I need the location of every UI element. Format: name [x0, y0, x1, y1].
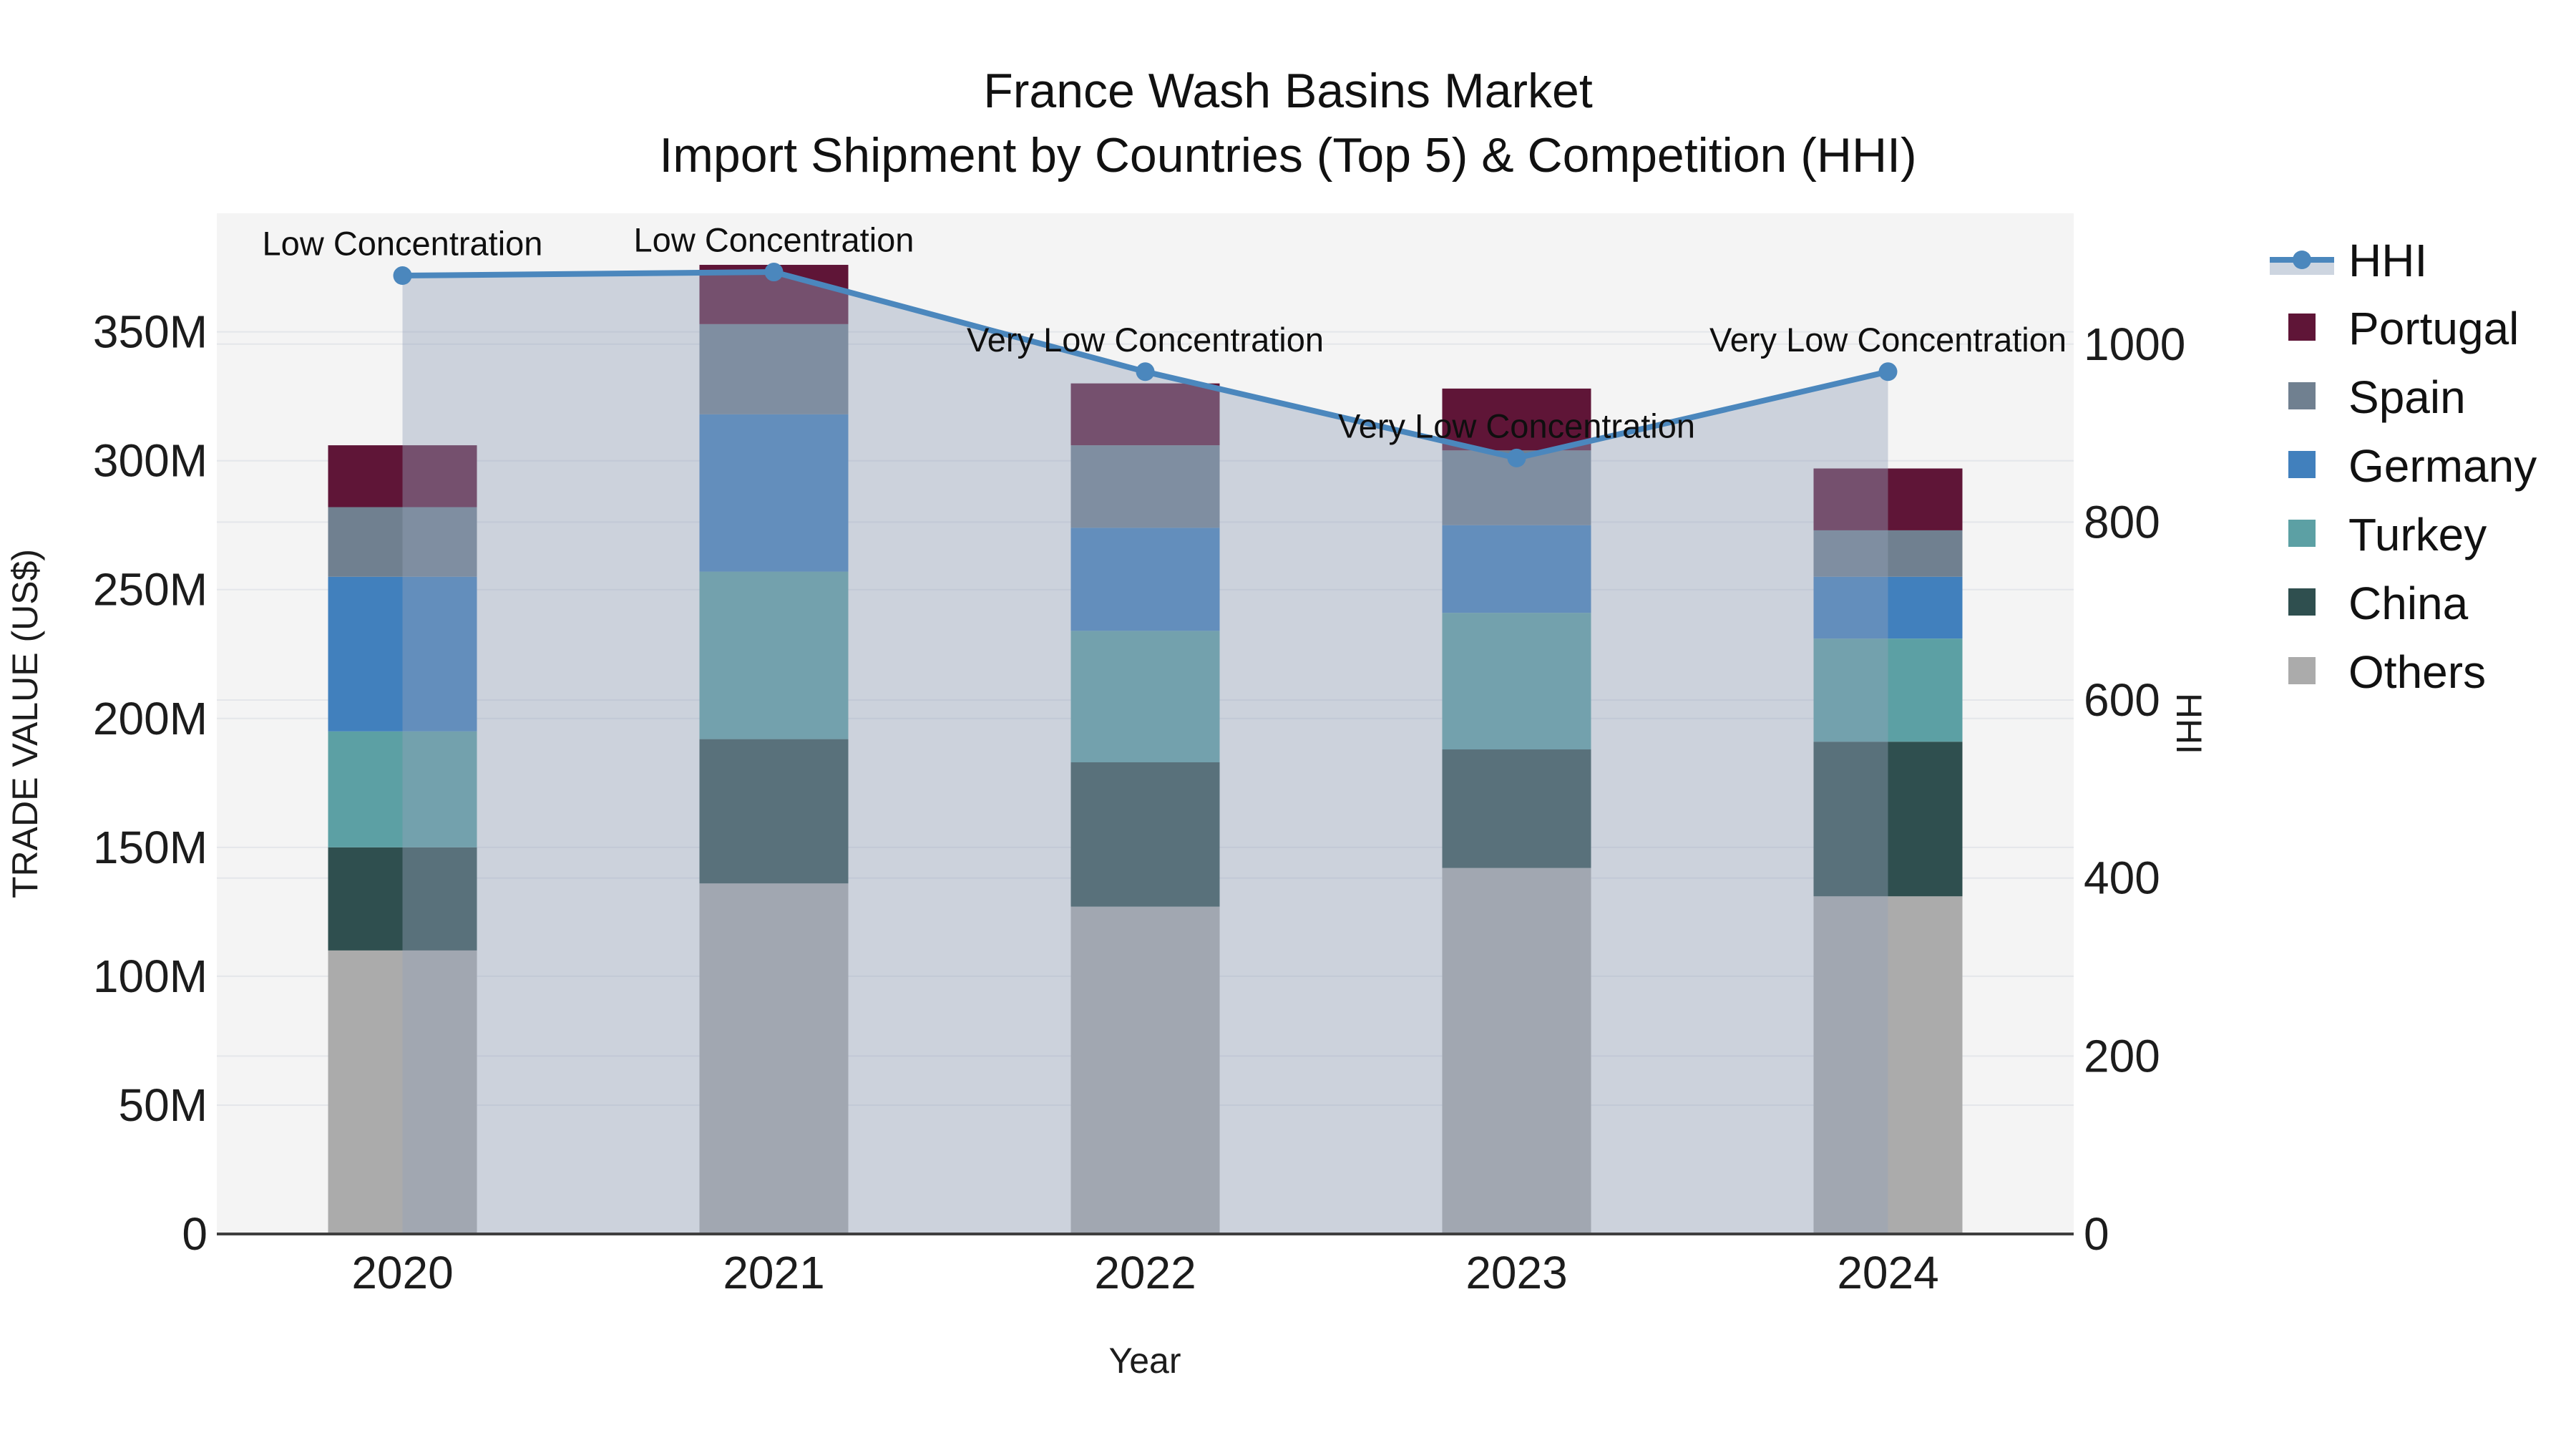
bar-segment-2020-others[interactable]	[328, 950, 477, 1234]
legend-swatch-turkey	[2288, 520, 2316, 547]
bar-segment-2022-china[interactable]	[1070, 762, 1220, 907]
y-right-tick-400: 400	[2084, 852, 2160, 904]
bar-segment-2023-china[interactable]	[1442, 749, 1591, 868]
hhi-marker-2023[interactable]	[1507, 448, 1526, 467]
y-left-tick-250M: 250M	[93, 564, 208, 616]
legend-label-others: Others	[2348, 646, 2486, 698]
hhi-marker-2024[interactable]	[1878, 362, 1898, 382]
y-left-tick-350M: 350M	[93, 306, 208, 358]
legend-hhi-marker-icon	[2293, 251, 2311, 269]
chart-title-line2: Import Shipment by Countries (Top 5) & C…	[659, 128, 1916, 183]
legend-label-hhi: HHI	[2348, 235, 2427, 286]
hhi-marker-2021[interactable]	[764, 263, 784, 282]
hhi-marker-2022[interactable]	[1136, 362, 1155, 382]
x-tick-2020: 2020	[351, 1247, 453, 1298]
bar-segment-2024-china[interactable]	[1813, 742, 1963, 897]
bar-segment-2024-turkey[interactable]	[1813, 638, 1963, 742]
x-tick-2021: 2021	[723, 1247, 824, 1298]
legend-label-germany: Germany	[2348, 440, 2537, 492]
y-right-tick-200: 200	[2084, 1030, 2160, 1082]
bar-segment-2023-portugal[interactable]	[1442, 388, 1591, 451]
y-right-tick-800: 800	[2084, 496, 2160, 548]
bar-segment-2024-spain[interactable]	[1813, 530, 1963, 577]
legend-item-germany[interactable]: Germany	[2288, 440, 2537, 492]
bar-segment-2022-others[interactable]	[1070, 906, 1220, 1234]
legend-label-china: China	[2348, 578, 2469, 629]
annotation-2023: Very Low Concentration	[1338, 407, 1695, 444]
bar-segment-2021-turkey[interactable]	[699, 571, 849, 739]
bar-segment-2024-portugal[interactable]	[1813, 468, 1963, 530]
annotation-2024: Very Low Concentration	[1709, 321, 2067, 359]
legend-item-spain[interactable]: Spain	[2288, 371, 2466, 423]
annotations-group: Low Concentration Low Concentration Very L…	[263, 221, 2067, 445]
tick-labels-group: 0 50M 100M 150M 200M 250M 300M 350M 0 200 400 600 80…	[93, 306, 2185, 1298]
legend-item-portugal[interactable]: Portugal	[2288, 303, 2519, 354]
bar-segment-2021-germany[interactable]	[699, 414, 849, 572]
y-right-tick-1000: 1000	[2084, 319, 2185, 370]
bar-segment-2022-germany[interactable]	[1070, 528, 1220, 631]
hhi-area-group	[402, 272, 1888, 1234]
bars-group	[328, 265, 1963, 1234]
bar-segment-2020-spain[interactable]	[328, 507, 477, 577]
x-axis-title: Year	[1108, 1341, 1181, 1381]
bar-segment-2022-spain[interactable]	[1070, 445, 1220, 528]
legend-swatch-spain	[2288, 382, 2316, 409]
y-left-tick-50M: 50M	[119, 1079, 208, 1131]
legend-swatch-others	[2288, 657, 2316, 684]
y-left-tick-100M: 100M	[93, 951, 208, 1002]
legend-item-china[interactable]: China	[2288, 578, 2469, 629]
bar-segment-2021-china[interactable]	[699, 739, 849, 884]
legend-item-turkey[interactable]: Turkey	[2288, 509, 2487, 560]
legend-label-portugal: Portugal	[2348, 303, 2519, 354]
bar-segment-2020-germany[interactable]	[328, 576, 477, 732]
legend-label-turkey: Turkey	[2348, 509, 2487, 560]
y-left-tick-300M: 300M	[93, 435, 208, 487]
y-axis-right-title: HHI	[2169, 693, 2209, 754]
bar-segment-2021-others[interactable]	[699, 883, 849, 1234]
annotation-2022: Very Low Concentration	[967, 321, 1324, 359]
y-right-tick-0: 0	[2084, 1208, 2109, 1260]
chart-title-line1: France Wash Basins Market	[983, 64, 1593, 118]
hhi-area-fill	[402, 272, 1888, 1234]
bar-segment-2020-turkey[interactable]	[328, 731, 477, 847]
annotation-2021: Low Concentration	[634, 221, 914, 259]
hhi-marker-2020[interactable]	[393, 266, 412, 286]
y-right-tick-600: 600	[2084, 674, 2160, 726]
legend-swatch-china	[2288, 588, 2316, 616]
hhi-line-group	[393, 263, 1898, 467]
bar-segment-2020-portugal[interactable]	[328, 445, 477, 507]
y-axis-left-title: TRADE VALUE (US$)	[5, 549, 45, 898]
legend-swatch-germany	[2288, 451, 2316, 478]
x-tick-2023: 2023	[1465, 1247, 1567, 1298]
bar-segment-2023-germany[interactable]	[1442, 525, 1591, 613]
legend-item-others[interactable]: Others	[2288, 646, 2486, 698]
x-tick-2024: 2024	[1837, 1247, 1938, 1298]
bar-segment-2022-turkey[interactable]	[1070, 631, 1220, 763]
annotation-2020: Low Concentration	[263, 225, 543, 263]
legend: HHI Portugal Spain Germany Turkey China Others	[2270, 235, 2537, 698]
bar-segment-2024-germany[interactable]	[1813, 576, 1963, 639]
bar-segment-2020-china[interactable]	[328, 847, 477, 951]
y-left-tick-200M: 200M	[93, 693, 208, 744]
bar-segment-2024-others[interactable]	[1813, 896, 1963, 1234]
legend-item-hhi[interactable]: HHI	[2270, 235, 2427, 286]
x-tick-2022: 2022	[1094, 1247, 1196, 1298]
bar-segment-2021-spain[interactable]	[699, 324, 849, 414]
y-left-tick-0: 0	[182, 1208, 208, 1260]
bar-segment-2023-turkey[interactable]	[1442, 613, 1591, 750]
y-left-tick-150M: 150M	[93, 822, 208, 873]
bar-segment-2023-others[interactable]	[1442, 868, 1591, 1234]
legend-swatch-portugal	[2288, 314, 2316, 341]
bar-segment-2022-portugal[interactable]	[1070, 383, 1220, 446]
legend-label-spain: Spain	[2348, 371, 2466, 423]
